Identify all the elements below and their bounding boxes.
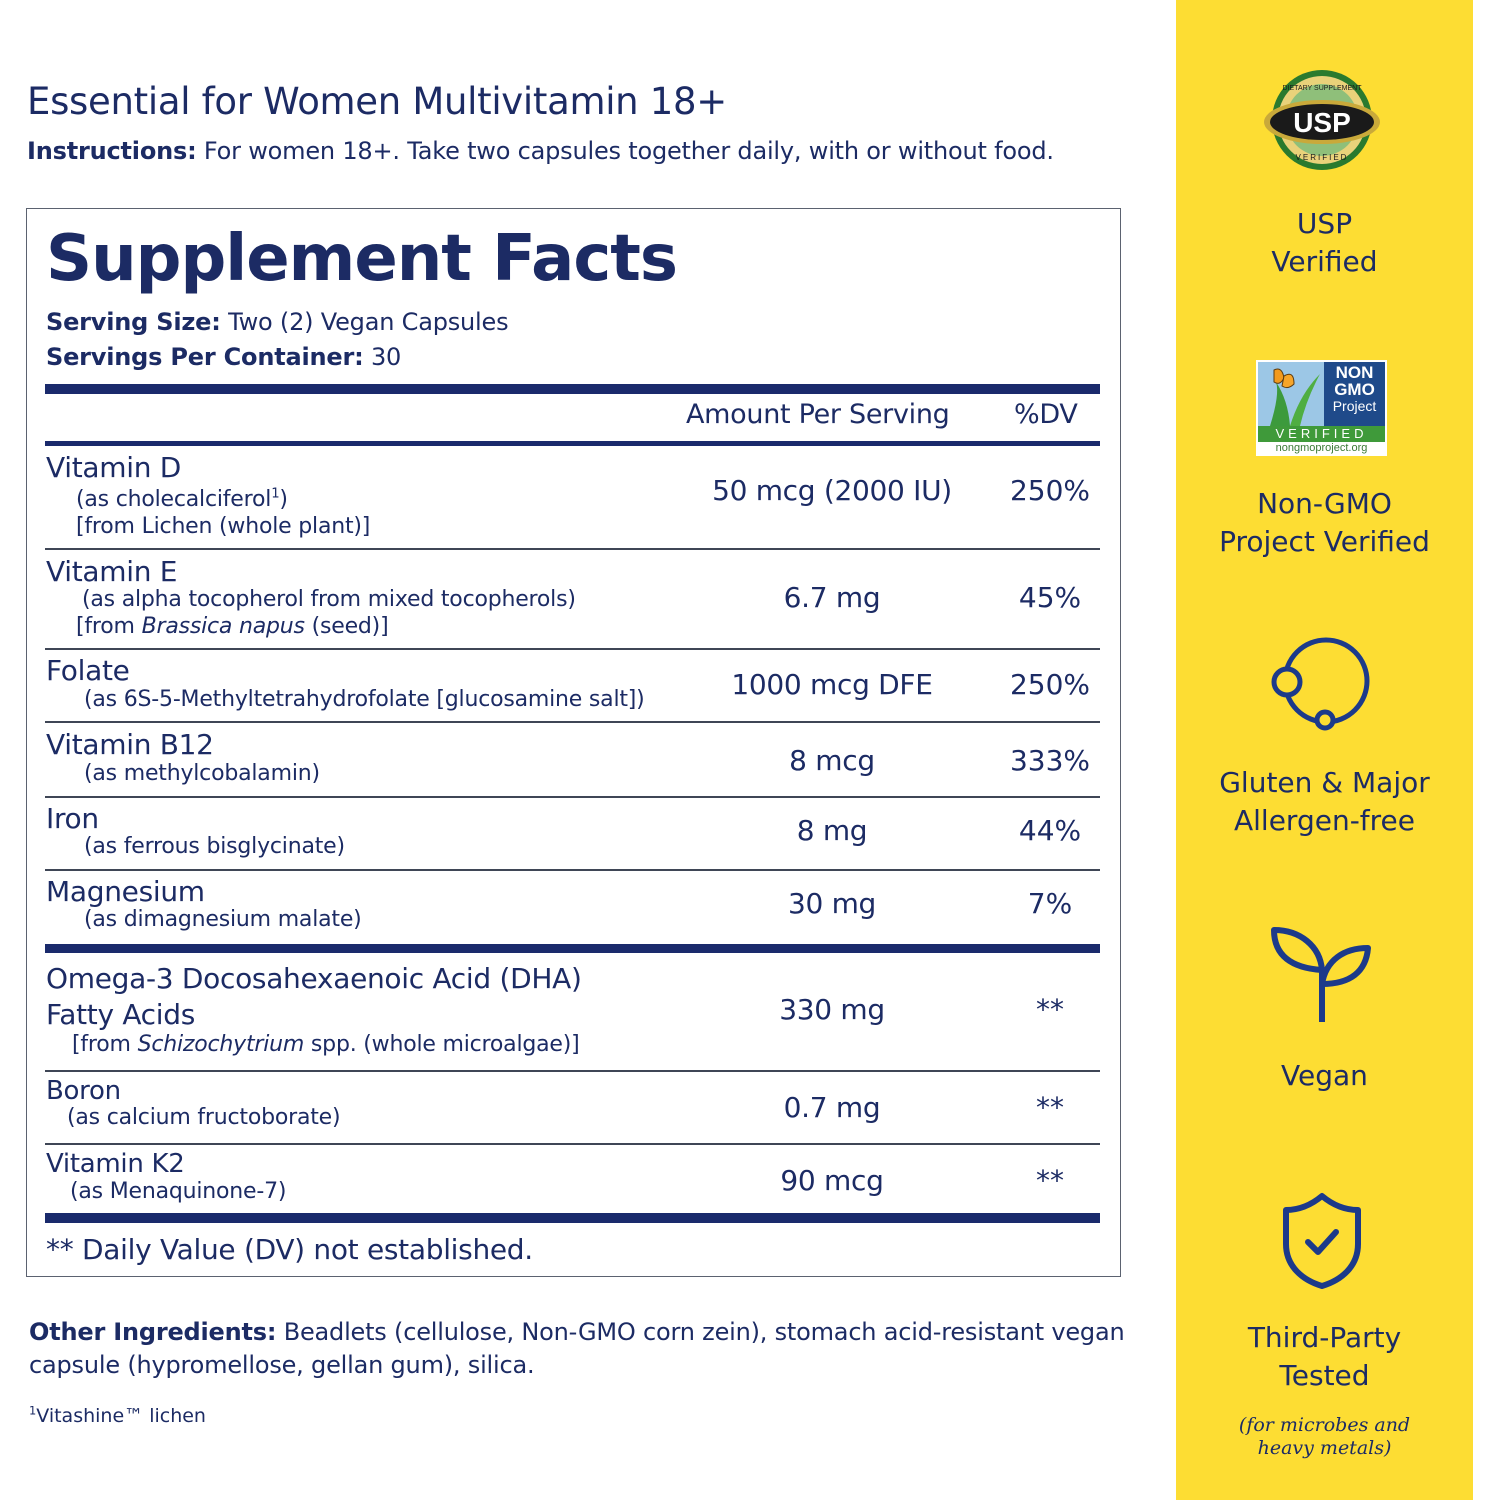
- badge-non-gmo: Non-GMO Project Verified: [1219, 487, 1430, 558]
- nutrient-dv: 44%: [1018, 814, 1082, 847]
- nutrient-dv: 333%: [1009, 744, 1091, 777]
- nutrient-amount: 90 mcg: [780, 1164, 884, 1197]
- nutrient-source-2: [from Lichen (whole plant)]: [76, 514, 371, 539]
- instructions-label: Instructions:: [27, 137, 197, 165]
- other-ingredients: Other Ingredients: Beadlets (cellulose, …: [29, 1316, 1139, 1382]
- row-divider: [45, 1143, 1100, 1145]
- third-party-tested-note: (for microbes and heavy metals): [1238, 1414, 1411, 1459]
- allergen-free-icon: [1271, 637, 1370, 731]
- row-divider: [45, 548, 1100, 550]
- supplement-facts-title: Supplement Facts: [46, 222, 678, 296]
- svg-text:USP: USP: [1293, 107, 1351, 138]
- non-gmo-project-logo-icon: NON GMO Project VERIFIED nongmoproject.o…: [1256, 360, 1387, 456]
- badge-third-party-tested: Third-Party Tested: [1247, 1321, 1402, 1392]
- nutrient-dv: **: [1036, 1164, 1064, 1197]
- nutrient-name: Vitamin D: [46, 451, 182, 484]
- nutrient-name: Omega-3 Docosahexaenoic Acid (DHA): [46, 962, 582, 995]
- nutrient-amount: 50 mcg (2000 IU): [712, 474, 952, 507]
- nutrient-source: (as cholecalciferol1): [76, 486, 288, 512]
- nutrient-dv: **: [1036, 993, 1064, 1026]
- usp-verified-seal-icon: USP DIETARY SUPPLEMENT VERIFIED: [1264, 70, 1380, 170]
- shield-check-icon: [1283, 1193, 1361, 1289]
- row-divider: [45, 869, 1100, 871]
- nutrient-amount: 8 mg: [796, 814, 868, 847]
- row-divider: [45, 721, 1100, 723]
- nutrient-source: (as dimagnesium malate): [84, 907, 362, 932]
- column-header-dv: %DV: [1014, 399, 1078, 430]
- nutrient-name: Magnesium: [46, 875, 205, 908]
- serving-size-value: Two (2) Vegan Capsules: [220, 308, 509, 336]
- section-rule: [45, 944, 1100, 953]
- footnote: 1Vitashine™ lichen: [29, 1403, 206, 1427]
- product-title: Essential for Women Multivitamin 18+: [27, 80, 727, 123]
- nutrient-amount: 6.7 mg: [783, 581, 881, 614]
- nutrient-name: Vitamin E: [46, 555, 178, 588]
- nutrient-name: Iron: [46, 802, 99, 835]
- nutrient-amount: 0.7 mg: [783, 1091, 881, 1124]
- nutrient-dv: **: [1036, 1091, 1064, 1124]
- servings-per-container-value: 30: [363, 343, 402, 371]
- instructions-text: For women 18+. Take two capsules togethe…: [196, 137, 1054, 165]
- nutrient-name: Folate: [46, 654, 130, 687]
- nutrient-dv: 45%: [1018, 581, 1082, 614]
- servings-per-container-label: Servings Per Container:: [46, 343, 364, 371]
- nutrient-source: (as alpha tocopherol from mixed tocopher…: [82, 587, 576, 612]
- nutrient-dv: 250%: [1009, 474, 1091, 507]
- svg-text:DIETARY SUPPLEMENT: DIETARY SUPPLEMENT: [1283, 85, 1363, 92]
- certifications-panel: [1176, 0, 1473, 1500]
- svg-text:VERIFIED: VERIFIED: [1296, 153, 1349, 162]
- nutrient-source: [from Schizochytrium spp. (whole microal…: [72, 1032, 580, 1057]
- badge-allergen-free: Gluten & Major Allergen-free: [1219, 766, 1430, 837]
- instructions: Instructions: For women 18+. Take two ca…: [27, 137, 1054, 165]
- servings-per-container: Servings Per Container: 30: [46, 343, 401, 371]
- row-divider: [45, 1070, 1100, 1072]
- serving-size-label: Serving Size:: [46, 308, 221, 336]
- nutrient-source: (as Menaquinone-7): [70, 1179, 287, 1204]
- dv-note: ** Daily Value (DV) not established.: [46, 1233, 533, 1266]
- nutrient-amount: 8 mcg: [789, 744, 875, 777]
- badge-vegan: Vegan: [1281, 1059, 1368, 1092]
- nutrient-name: Boron: [46, 1076, 121, 1106]
- nutrient-source: (as methylcobalamin): [84, 761, 320, 786]
- badge-usp-verified: USP Verified: [1271, 207, 1378, 278]
- column-header-amount: Amount Per Serving: [686, 399, 950, 430]
- nutrient-amount: 30 mg: [787, 887, 877, 920]
- other-ingredients-text: Beadlets (cellulose, Non-GMO corn zein),…: [29, 1318, 1125, 1379]
- supplement-facts-panel: [26, 208, 1121, 1277]
- nutrient-source-2: [from Brassica napus (seed)]: [76, 614, 389, 639]
- nutrient-dv: 7%: [1027, 887, 1073, 920]
- nutrient-source: (as 6S-5-Methyltetrahydrofolate [glucosa…: [84, 687, 645, 712]
- other-ingredients-label: Other Ingredients:: [29, 1318, 277, 1346]
- row-divider: [45, 648, 1100, 650]
- serving-size: Serving Size: Two (2) Vegan Capsules: [46, 308, 509, 336]
- nutrient-source: (as calcium fructoborate): [67, 1105, 341, 1130]
- nutrient-source: (as ferrous bisglycinate): [84, 834, 345, 859]
- nutrient-name-line2: Fatty Acids: [46, 998, 196, 1031]
- bottom-rule: [45, 1213, 1100, 1223]
- row-divider: [45, 796, 1100, 798]
- nutrient-amount: 330 mg: [779, 993, 885, 1026]
- nutrient-amount: 1000 mcg DFE: [731, 668, 933, 701]
- thick-rule: [45, 384, 1100, 394]
- nutrient-dv: 250%: [1009, 668, 1091, 701]
- header-rule: [45, 441, 1100, 446]
- sprout-icon: [1271, 927, 1371, 1022]
- nutrient-name: Vitamin B12: [46, 728, 214, 761]
- nutrient-name: Vitamin K2: [46, 1149, 185, 1179]
